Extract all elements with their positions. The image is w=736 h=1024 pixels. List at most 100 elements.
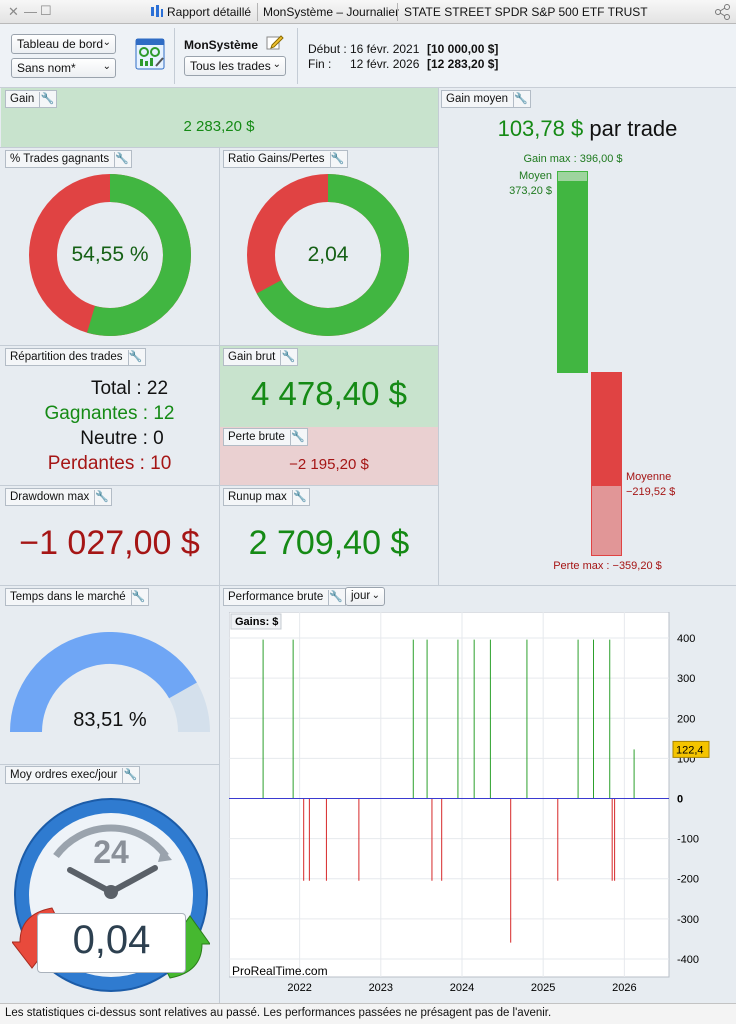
chevron-down-icon: ⌄ — [371, 590, 380, 601]
donut-win-arc — [29, 174, 191, 336]
footer: Les statistiques ci-dessus sont relative… — [0, 1003, 736, 1024]
gross-gain-value: 4 478,40 $ — [251, 375, 407, 412]
win-rate-value: 54,55 % — [71, 243, 149, 266]
y-tick-label: -100 — [677, 834, 699, 846]
name-select-value: Sans nom* — [17, 61, 76, 75]
gain-panel — [1, 88, 438, 147]
trades-select[interactable]: Tous les trades ⌄ — [184, 56, 286, 76]
runup-title: Runup max 🔧 — [223, 488, 310, 506]
wrench-icon[interactable]: 🔧 — [94, 490, 110, 505]
end-date: 12 févr. 2026 — [350, 57, 420, 71]
wrench-icon[interactable]: 🔧 — [280, 350, 296, 365]
x-tick-label: 2025 — [531, 982, 555, 994]
start-date: 16 févr. 2021 — [350, 42, 420, 56]
gross-gain-title-text: Gain brut — [228, 351, 276, 363]
mean-gain-label: Moyen — [518, 170, 552, 182]
gauge-fill — [10, 632, 197, 732]
start-label: Début : — [308, 42, 347, 56]
trades-select-value: Tous les trades — [190, 59, 271, 73]
runup-title-text: Runup max — [228, 491, 287, 503]
wrench-icon[interactable]: 🔧 — [328, 590, 344, 605]
current-value-badge — [672, 740, 710, 758]
divider — [219, 147, 220, 1003]
chart-x-ticks: 2022 2023 2024 2025 2026 — [287, 982, 636, 994]
y-tick-label: 0 — [677, 794, 683, 806]
end-value: [12 283,20 $] — [427, 57, 499, 71]
dashboard-icon[interactable] — [135, 38, 167, 72]
win-rate-title-text: % Trades gagnants — [10, 153, 110, 165]
wrench-icon[interactable]: 🔧 — [114, 152, 129, 167]
y-tick-label: 300 — [677, 673, 695, 685]
end-label: Fin : — [308, 57, 332, 71]
drawdown-value: −1 027,00 $ — [19, 524, 200, 562]
neutral-trades: Neutre : 0 — [80, 428, 164, 449]
distribution-list: Total : 22 Gagnantes : 12 Neutre : 0 Per… — [0, 376, 219, 476]
y-tick-label: -200 — [677, 874, 699, 886]
window-title: Rapport détaillé — [167, 5, 252, 19]
wrench-icon[interactable]: 🔧 — [289, 430, 305, 445]
gain-value: 2 283,20 $ — [183, 118, 255, 135]
divider — [0, 585, 736, 586]
divider — [0, 764, 219, 765]
wrench-icon[interactable]: 🔧 — [329, 152, 345, 167]
y-tick-label: 200 — [677, 713, 695, 725]
total-trades: Total : 22 — [90, 378, 169, 399]
chevron-down-icon: ⌄ — [272, 59, 281, 70]
report-icon — [150, 4, 164, 23]
orders-value-box — [37, 913, 186, 973]
winning-trades: Gagnantes : 12 — [44, 403, 175, 424]
mean-loss-value: −219,52 $ — [626, 486, 676, 498]
max-loss-label: Perte max : −359,20 $ — [553, 560, 662, 572]
divider — [0, 345, 438, 346]
wrench-icon[interactable]: 🔧 — [130, 590, 146, 605]
wrench-icon[interactable]: 🔧 — [291, 490, 307, 505]
x-tick-label: 2023 — [369, 982, 393, 994]
divider — [297, 28, 298, 84]
orders-per-day-title-text: Moy ordres exec/jour — [10, 769, 118, 781]
minimize-icon[interactable]: — — [24, 4, 37, 19]
performance-title-text: Performance brute — [228, 591, 324, 603]
chart-legend-box — [230, 613, 282, 630]
mean-gain-bar — [557, 182, 588, 373]
clock-number: 24 — [93, 834, 129, 870]
gross-loss-value: −2 195,20 $ — [289, 456, 369, 473]
ratio-donut — [247, 174, 409, 336]
close-icon[interactable]: ✕ — [8, 4, 19, 19]
gross-loss-title: Perte brute 🔧 — [223, 428, 308, 446]
gross-loss-title-text: Perte brute — [228, 431, 285, 443]
gain-title: Gain 🔧 — [5, 90, 58, 108]
wrench-icon[interactable]: 🔧 — [39, 92, 55, 107]
wrench-icon[interactable]: 🔧 — [127, 350, 143, 365]
maximize-icon[interactable]: ☐ — [40, 3, 52, 18]
avg-gain-title: Gain moyen 🔧 — [441, 90, 532, 108]
edit-icon[interactable] — [266, 33, 284, 54]
system-name: MonSystème – Journalier — [263, 5, 400, 19]
orders-per-day-value: 0,04 — [72, 918, 151, 962]
performance-title: Performance brute 🔧 — [223, 588, 347, 606]
wrench-icon[interactable]: 🔧 — [122, 768, 138, 783]
plot-area — [229, 612, 670, 978]
x-tick-label: 2026 — [612, 982, 636, 994]
share-icon[interactable] — [714, 3, 734, 24]
orders-per-day-title: Moy ordres exec/jour 🔧 — [5, 766, 141, 784]
wrench-icon[interactable]: 🔧 — [513, 92, 528, 107]
divider — [0, 485, 438, 486]
divider — [397, 3, 398, 21]
time-in-market-title-text: Temps dans le marché — [10, 591, 126, 603]
max-gain-label: Gain max : 396,00 $ — [523, 153, 623, 165]
view-select[interactable]: Tableau de bord ⌄ — [11, 34, 116, 54]
time-in-market-value: 83,51 % — [73, 709, 147, 731]
name-select[interactable]: Sans nom* ⌄ — [11, 58, 116, 78]
chevron-down-icon: ⌄ — [102, 37, 111, 48]
mean-gain-value: 373,20 $ — [509, 185, 552, 197]
drawdown-title: Drawdown max 🔧 — [5, 488, 113, 506]
divider — [438, 88, 439, 585]
time-in-market-gauge — [10, 632, 210, 732]
win-rate-title: % Trades gagnants 🔧 — [5, 150, 133, 168]
x-tick-label: 2024 — [450, 982, 474, 994]
y-tick-label: 400 — [677, 633, 695, 645]
chart-bars — [229, 639, 669, 943]
period-select[interactable]: jour ⌄ — [345, 587, 385, 606]
chart-grid — [229, 612, 669, 977]
